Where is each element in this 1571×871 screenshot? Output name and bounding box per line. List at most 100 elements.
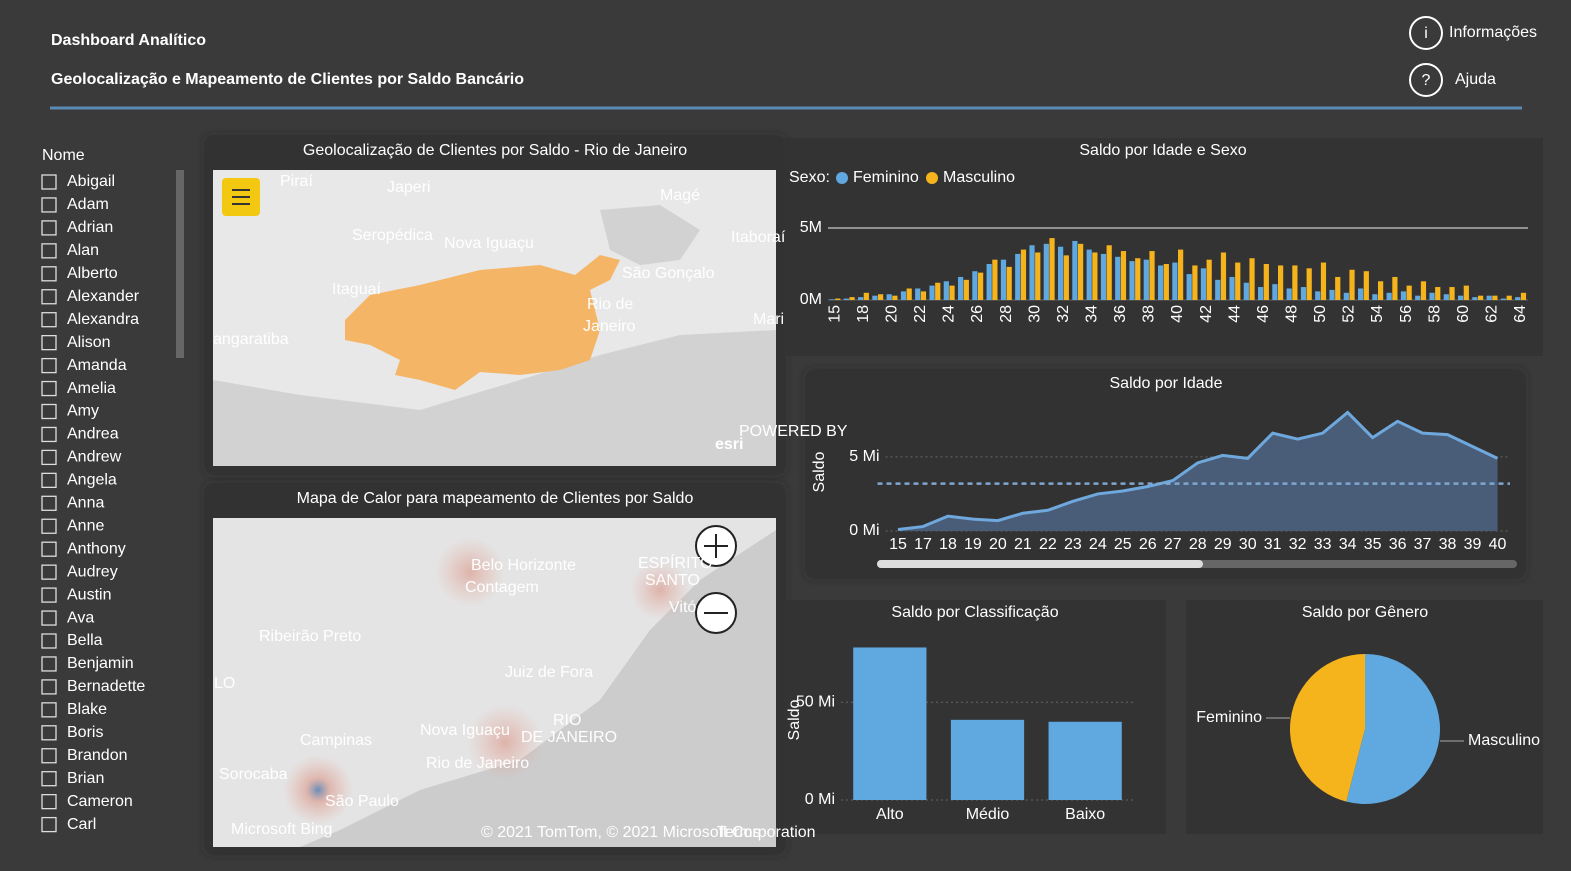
bar xyxy=(1349,269,1355,300)
bar xyxy=(1043,243,1049,300)
slicer-item[interactable]: Alan xyxy=(41,242,99,259)
pie-slice xyxy=(1346,654,1441,805)
slicer-item[interactable]: Austin xyxy=(41,586,111,603)
slicer-label: Brian xyxy=(67,770,104,787)
bar xyxy=(929,285,935,300)
bar xyxy=(835,298,841,300)
bar xyxy=(1129,261,1135,300)
chart-title: Saldo por Gênero xyxy=(1302,604,1428,621)
scroll-thumb[interactable] xyxy=(877,560,1203,568)
slicer-item[interactable]: Brian xyxy=(41,770,104,787)
bar xyxy=(1192,265,1198,300)
slicer-item[interactable]: Cameron xyxy=(41,793,133,810)
bar xyxy=(986,264,992,300)
slicer-item[interactable]: Amanda xyxy=(41,357,127,374)
bar xyxy=(1178,249,1184,300)
subtitle: Geolocalização e Mapeamento de Clientes … xyxy=(51,71,524,88)
x-tick-label: 18 xyxy=(939,536,957,553)
slicer-item[interactable]: Brandon xyxy=(41,747,128,764)
map-rio[interactable] xyxy=(213,170,776,466)
bar xyxy=(1286,288,1292,300)
slicer-item[interactable]: Anna xyxy=(41,495,104,512)
map-label: Belo Horizonte xyxy=(471,557,576,574)
bar xyxy=(1215,279,1221,300)
map-label: Sorocaba xyxy=(219,766,288,783)
slicer-scrollbar[interactable] xyxy=(176,170,184,358)
info-glyph: i xyxy=(1424,25,1428,42)
slicer-label: Boris xyxy=(67,724,103,741)
bar xyxy=(1329,289,1335,300)
title: Dashboard Analítico xyxy=(51,32,206,49)
slicer-item[interactable]: Benjamin xyxy=(41,655,134,672)
bar xyxy=(906,288,912,300)
checkbox xyxy=(41,174,57,190)
bar xyxy=(1392,276,1398,300)
bar xyxy=(1292,265,1298,300)
map-heat[interactable] xyxy=(213,518,776,847)
checkbox xyxy=(41,564,57,580)
slicer-item[interactable]: Audrey xyxy=(41,563,118,580)
checkbox xyxy=(41,357,57,374)
slicer-item[interactable]: Bernadette xyxy=(41,678,145,695)
bar xyxy=(1363,271,1369,300)
x-tick-label: 48 xyxy=(1284,305,1301,323)
slicer-item[interactable]: Anne xyxy=(41,517,104,534)
slicer-label: Adam xyxy=(67,196,109,213)
checkbox xyxy=(41,312,57,328)
bar xyxy=(1486,295,1492,300)
slicer-item[interactable]: Adam xyxy=(41,196,109,213)
info-button[interactable]: i Informações xyxy=(1409,16,1537,50)
slicer-item[interactable]: Ava xyxy=(41,609,94,626)
checkbox xyxy=(41,380,57,397)
checkbox xyxy=(41,816,57,833)
slicer-label: Alan xyxy=(67,242,99,259)
slicer-item[interactable]: Boris xyxy=(41,724,103,741)
slicer-item[interactable]: Blake xyxy=(41,701,107,718)
bar xyxy=(1478,295,1484,300)
slicer-item[interactable]: Bella xyxy=(41,632,103,649)
bar xyxy=(900,291,907,300)
bar xyxy=(1386,292,1392,300)
bar xyxy=(1229,276,1235,300)
slicer-item[interactable]: Alexander xyxy=(41,288,140,305)
x-tick-label: 38 xyxy=(1439,536,1457,553)
slicer-item[interactable]: Angela xyxy=(41,472,117,489)
y-axis-label: Saldo xyxy=(786,699,803,740)
slicer-item[interactable]: Andrea xyxy=(41,426,119,443)
slicer-item[interactable]: Adrian xyxy=(41,219,113,236)
bar xyxy=(963,279,969,300)
bar xyxy=(878,294,884,300)
slicer-item[interactable]: Amy xyxy=(41,403,99,420)
bar xyxy=(872,295,878,300)
slicer-label: Amelia xyxy=(67,380,116,397)
help-button[interactable]: ? Ajuda xyxy=(1409,63,1496,97)
slicer-item[interactable]: Amelia xyxy=(41,380,116,397)
checkbox xyxy=(41,679,57,695)
x-tick-label: 27 xyxy=(1164,536,1182,553)
map-label: Microsoft Bing xyxy=(231,821,332,838)
bar xyxy=(858,297,864,300)
slicer-item[interactable]: Andrew xyxy=(41,449,122,466)
slicer-item[interactable]: Anthony xyxy=(41,540,126,557)
slicer-label: Alberto xyxy=(67,265,118,282)
slicer-item[interactable]: Alison xyxy=(41,334,111,351)
x-tick-label: 29 xyxy=(1214,536,1232,553)
heat-spot xyxy=(435,537,505,607)
y-tick-label: 0 Mi xyxy=(849,522,879,539)
map-label: Japeri xyxy=(387,179,431,196)
x-tick-label: 64 xyxy=(1512,305,1529,323)
x-tick-label: Alto xyxy=(876,806,904,823)
slicer-item[interactable]: Alberto xyxy=(41,265,118,282)
map-bay xyxy=(600,205,700,265)
bar xyxy=(1463,285,1469,300)
bar xyxy=(1058,246,1064,300)
info-icon xyxy=(1409,16,1443,50)
x-tick-label: 44 xyxy=(1226,305,1243,323)
slicer-item[interactable]: Carl xyxy=(41,816,96,833)
slicer-item[interactable]: Abigail xyxy=(41,173,115,190)
x-tick-label: 25 xyxy=(1114,536,1132,553)
checkbox xyxy=(41,610,57,626)
pie-label: Masculino xyxy=(1468,732,1540,749)
x-tick-label: 28 xyxy=(998,305,1015,323)
slicer-item[interactable]: Alexandra xyxy=(41,311,139,328)
